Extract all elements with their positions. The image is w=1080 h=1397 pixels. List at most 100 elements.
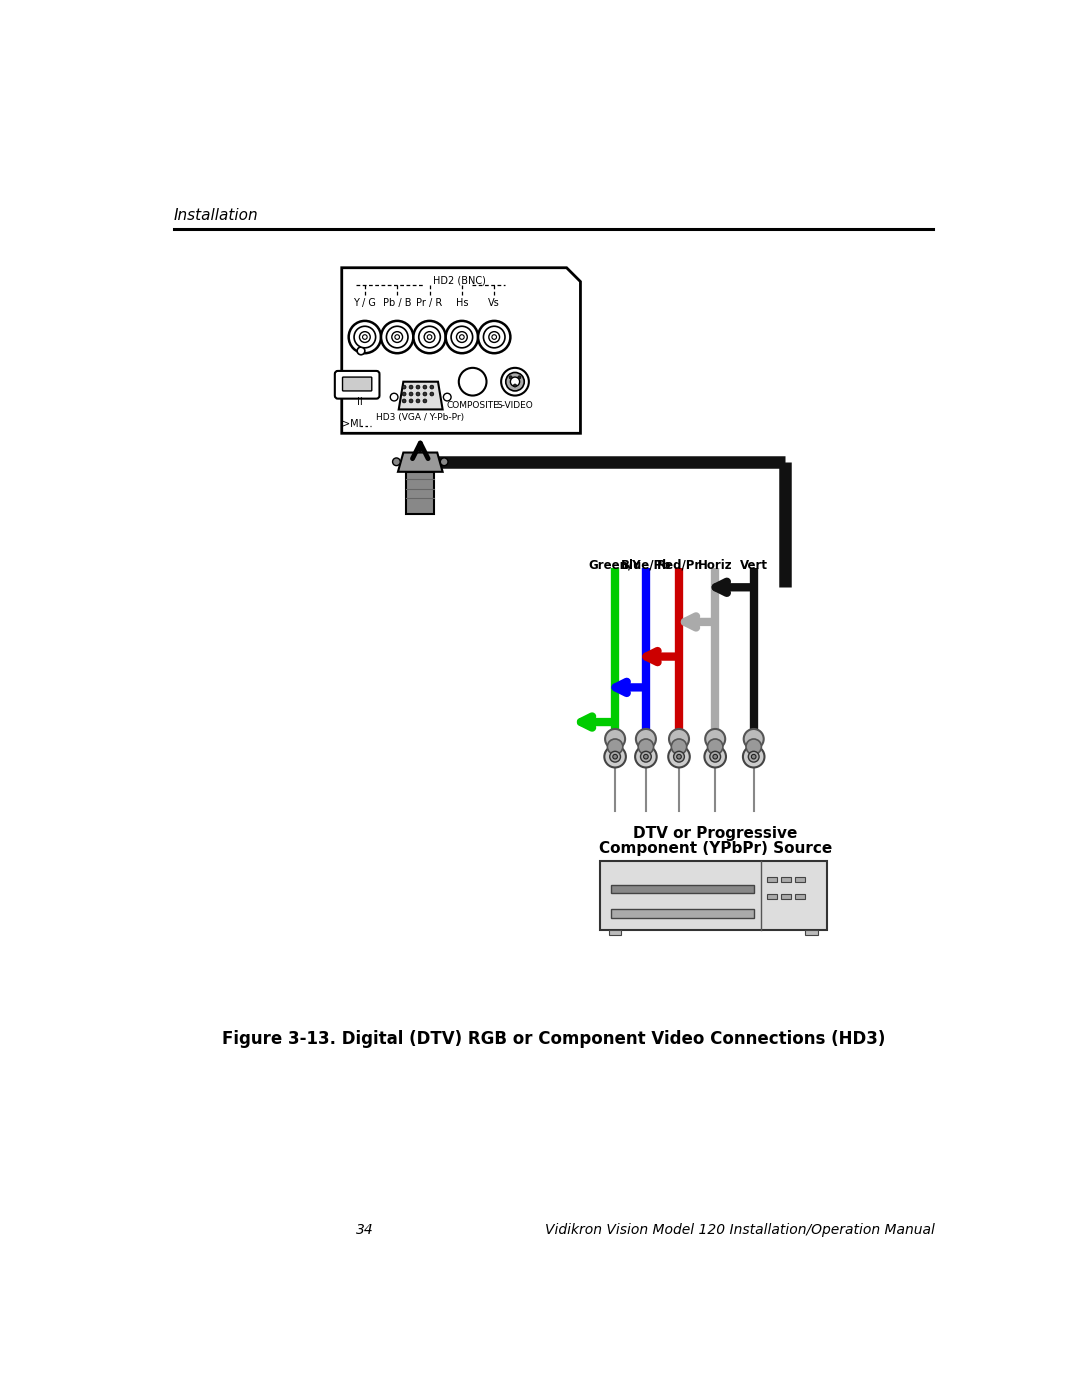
Circle shape: [610, 752, 621, 763]
Circle shape: [640, 752, 651, 763]
Text: Vidikron Vision Model 120 Installation/Operation Manual: Vidikron Vision Model 120 Installation/O…: [544, 1222, 934, 1236]
Circle shape: [395, 335, 400, 339]
Circle shape: [444, 393, 451, 401]
Circle shape: [441, 458, 448, 465]
Text: 34: 34: [356, 1222, 374, 1236]
Text: Blue/Pb: Blue/Pb: [621, 559, 671, 571]
Circle shape: [349, 321, 381, 353]
Circle shape: [419, 327, 441, 348]
Text: II: II: [356, 397, 362, 407]
Circle shape: [402, 393, 406, 395]
Text: COMPOSITE: COMPOSITE: [446, 401, 499, 409]
Text: DTV or Progressive: DTV or Progressive: [633, 826, 797, 841]
Circle shape: [669, 729, 689, 749]
Circle shape: [402, 386, 406, 388]
Circle shape: [357, 346, 365, 355]
Circle shape: [644, 754, 648, 759]
Polygon shape: [341, 268, 580, 433]
Circle shape: [409, 393, 413, 395]
Circle shape: [669, 746, 690, 767]
Circle shape: [409, 400, 413, 402]
Bar: [609, 930, 621, 935]
Circle shape: [463, 373, 482, 391]
Circle shape: [414, 321, 446, 353]
Bar: [406, 472, 434, 514]
Circle shape: [744, 729, 764, 749]
Circle shape: [457, 331, 468, 342]
Circle shape: [470, 379, 475, 384]
Circle shape: [409, 386, 413, 388]
Circle shape: [674, 752, 685, 763]
Bar: [611, 886, 754, 893]
Circle shape: [635, 746, 657, 767]
Circle shape: [638, 739, 653, 754]
Text: Pr / R: Pr / R: [417, 298, 443, 307]
Circle shape: [451, 327, 473, 348]
Circle shape: [354, 327, 376, 348]
Bar: [795, 894, 805, 900]
Text: >MI: >MI: [341, 419, 361, 429]
Circle shape: [513, 384, 516, 387]
Circle shape: [746, 739, 761, 754]
Text: Horiz: Horiz: [698, 559, 732, 571]
Circle shape: [363, 335, 367, 339]
Text: Red/Pr: Red/Pr: [657, 559, 701, 571]
Bar: [767, 877, 777, 882]
Circle shape: [704, 746, 726, 767]
Circle shape: [460, 335, 464, 339]
Circle shape: [392, 331, 403, 342]
Circle shape: [607, 739, 623, 754]
Circle shape: [509, 376, 512, 379]
Circle shape: [501, 367, 529, 395]
Bar: [806, 930, 818, 935]
Circle shape: [484, 327, 505, 348]
Circle shape: [707, 739, 723, 754]
Circle shape: [423, 386, 427, 388]
Circle shape: [677, 754, 681, 759]
Circle shape: [416, 400, 420, 402]
Circle shape: [402, 400, 406, 402]
Text: Hs: Hs: [456, 298, 468, 307]
Text: Pb / B: Pb / B: [383, 298, 411, 307]
Bar: [781, 894, 791, 900]
Circle shape: [428, 335, 432, 339]
Circle shape: [381, 321, 414, 353]
Text: Installation: Installation: [174, 208, 258, 222]
FancyBboxPatch shape: [342, 377, 372, 391]
Text: S-VIDEO: S-VIDEO: [497, 401, 534, 409]
Circle shape: [748, 752, 759, 763]
Circle shape: [710, 752, 720, 763]
Circle shape: [517, 376, 521, 379]
Circle shape: [392, 458, 401, 465]
Bar: [767, 894, 777, 900]
Circle shape: [743, 746, 765, 767]
Text: Vert: Vert: [740, 559, 768, 571]
Circle shape: [446, 321, 478, 353]
Text: Figure 3-13. Digital (DTV) RGB or Component Video Connections (HD3): Figure 3-13. Digital (DTV) RGB or Compon…: [221, 1030, 886, 1048]
Circle shape: [430, 393, 434, 395]
Circle shape: [752, 754, 756, 759]
Circle shape: [636, 729, 656, 749]
Text: HD3 (VGA / Y-Pb-Pr): HD3 (VGA / Y-Pb-Pr): [376, 414, 464, 422]
Text: HD2 (BNC): HD2 (BNC): [433, 275, 486, 285]
Circle shape: [612, 754, 618, 759]
Polygon shape: [397, 453, 443, 472]
Text: Y / G: Y / G: [353, 298, 376, 307]
Polygon shape: [399, 381, 443, 409]
Circle shape: [360, 331, 370, 342]
Circle shape: [511, 377, 519, 387]
Circle shape: [423, 393, 427, 395]
Bar: [781, 877, 791, 882]
Circle shape: [491, 335, 497, 339]
Circle shape: [705, 729, 725, 749]
Circle shape: [478, 321, 511, 353]
Circle shape: [387, 327, 408, 348]
Circle shape: [416, 393, 420, 395]
Circle shape: [424, 331, 435, 342]
Circle shape: [430, 386, 434, 388]
Circle shape: [505, 373, 524, 391]
Circle shape: [416, 386, 420, 388]
Circle shape: [459, 367, 486, 395]
Bar: [611, 909, 754, 918]
Circle shape: [489, 331, 500, 342]
